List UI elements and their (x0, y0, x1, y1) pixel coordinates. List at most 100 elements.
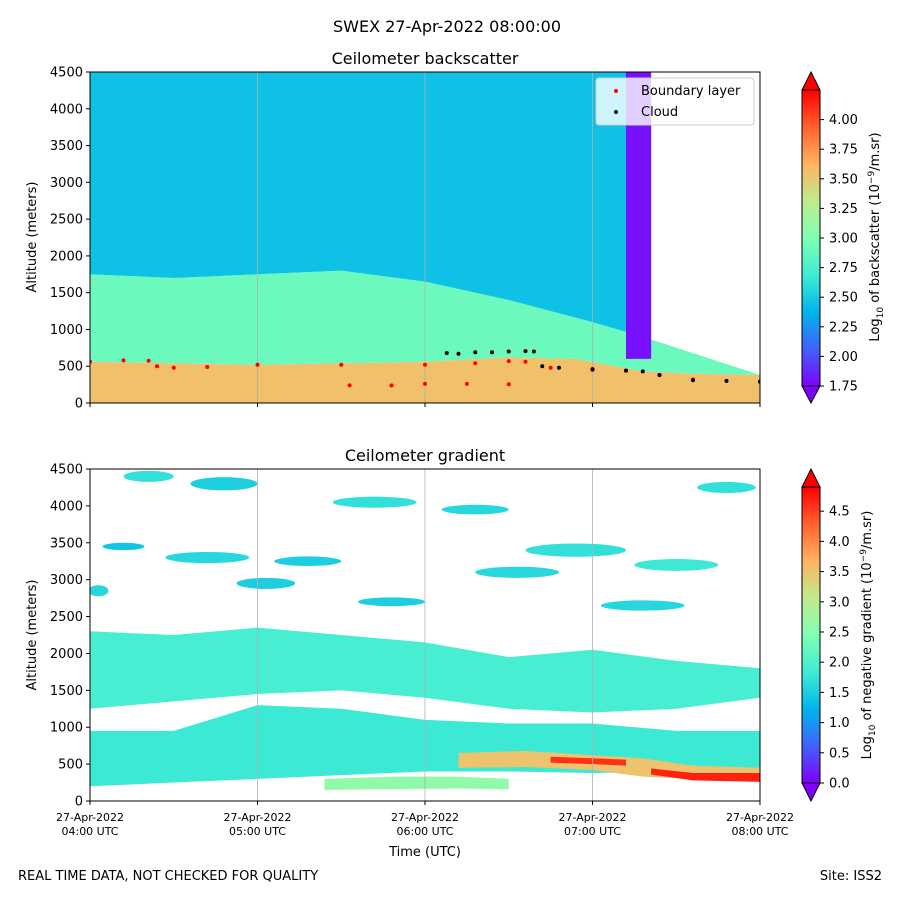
legend-marker-cloud (614, 110, 618, 114)
gradient-patch (358, 597, 425, 607)
gradient-patch (123, 470, 174, 482)
gradient-xlabel: Time (UTC) (388, 845, 461, 860)
legend-label-boundary-layer: Boundary layer (641, 84, 741, 99)
legend-label-cloud: Cloud (641, 105, 678, 120)
gradient-patch (102, 542, 145, 551)
colorbar-tick-label: 3.0 (829, 595, 850, 610)
cloud-point (557, 365, 561, 370)
y-tick-label: 2500 (50, 213, 83, 228)
gradient-patch (600, 600, 685, 611)
y-tick-label: 2500 (50, 610, 83, 625)
suptitle: SWEX 27-Apr-2022 08:00:00 (333, 17, 561, 36)
colorbar-ticks: 0.0 0.5 1.0 1.5 2.0 2.5 3.0 3.5 4.0 4.5 (820, 505, 850, 792)
y-tick-label: 0 (75, 795, 83, 810)
colorbar-extend-top (801, 70, 821, 91)
colorbar-label: Log10 of backscatter (10−9/m.sr) (867, 132, 886, 341)
gradient-colorbar: 0.0 0.5 1.0 1.5 2.0 2.5 3.0 3.5 4.0 4.5 Log10 of … (801, 467, 878, 803)
cloud-point (691, 378, 695, 383)
y-tick-label: 500 (58, 758, 83, 773)
colorbar-tick-label: 0.5 (829, 746, 850, 761)
y-tick-label: 1000 (50, 721, 83, 736)
legend-box (595, 77, 755, 126)
backscatter-layer (90, 72, 643, 337)
gradient-panel: Ceilometer gradient 0 500 1000 1500 2000 2500… (25, 446, 878, 860)
y-tick-label: 3000 (50, 573, 83, 588)
colorbar-tick-label: 4.0 (829, 535, 850, 550)
gradient-band (324, 776, 509, 790)
x-tick-label: 27-Apr-2022 (726, 811, 794, 824)
backscatter-colorbar: 1.75 2.00 2.25 2.50 2.75 3.00 3.25 3.50 3.75 4.00… (801, 70, 886, 405)
boundary-layer-point (473, 361, 478, 366)
y-tick-label: 3500 (50, 536, 83, 551)
boundary-layer-point (548, 365, 553, 370)
colorbar-body (801, 89, 821, 387)
y-tick-label: 500 (58, 360, 83, 375)
colorbar-tick-label: 4.5 (829, 505, 850, 520)
cloud-point (657, 373, 662, 378)
x-tick-label: 07:00 UTC (564, 825, 621, 838)
cloud-point (540, 364, 545, 369)
y-tick-label: 1500 (50, 286, 83, 301)
y-tick-label: 4000 (50, 102, 83, 117)
footer-disclaimer: REAL TIME DATA, NOT CHECKED FOR QUALITY (18, 869, 319, 884)
backscatter-title: Ceilometer backscatter (332, 49, 519, 68)
gradient-patch (634, 559, 719, 571)
colorbar-tick-label: 3.00 (829, 232, 858, 247)
gradient-patch (165, 552, 250, 564)
gradient-gridlines (257, 469, 593, 801)
colorbar-tick-label: 1.75 (829, 380, 858, 395)
x-tick-label: 27-Apr-2022 (56, 811, 124, 824)
y-tick-label: 2000 (50, 249, 83, 264)
boundary-layer-point (146, 358, 151, 363)
backscatter-layer (626, 72, 652, 359)
backscatter-y-axis: 0 500 1000 1500 2000 2500 3000 3500 4000 4500 (50, 66, 90, 412)
colorbar-tick-label: 1.0 (829, 716, 850, 731)
colorbar-tick-label: 3.25 (829, 202, 858, 217)
boundary-layer-point (464, 381, 469, 386)
boundary-layer-point (155, 364, 159, 369)
gradient-patch (236, 577, 296, 589)
boundary-layer-point (339, 362, 344, 367)
boundary-layer-point (506, 359, 511, 364)
y-tick-label: 1000 (50, 323, 83, 338)
y-tick-label: 4500 (50, 66, 83, 81)
backscatter-gridlines (257, 72, 593, 403)
colorbar-body (801, 486, 821, 784)
backscatter-legend[interactable]: Boundary layer Cloud (595, 77, 755, 126)
x-tick-label: 27-Apr-2022 (223, 811, 291, 824)
cloud-point (473, 350, 478, 355)
colorbar-tick-label: 2.75 (829, 261, 858, 276)
colorbar-tick-label: 2.25 (829, 320, 858, 335)
cloud-point (523, 349, 528, 354)
cloud-point (506, 349, 511, 354)
boundary-layer-point (347, 383, 352, 388)
colorbar-tick-label: 3.50 (829, 172, 858, 187)
cloud-point (724, 378, 729, 383)
gradient-ylabel: Altitude (meters) (25, 580, 40, 691)
colorbar-extend-bottom (801, 782, 821, 803)
gradient-field (90, 470, 760, 790)
backscatter-panel: Ceilometer backscatter 0 500 1000 1500 2000 2… (25, 49, 886, 412)
x-tick-label: 08:00 UTC (731, 825, 788, 838)
gradient-patch (441, 504, 509, 515)
gradient-patch (90, 585, 109, 597)
legend-marker-boundary-layer (614, 89, 618, 93)
backscatter-markers (90, 349, 760, 388)
colorbar-tick-label: 2.0 (829, 656, 850, 671)
gradient-band (550, 756, 626, 766)
gradient-y-axis: 0 500 1000 1500 2000 2500 3000 3500 4000 4500 (50, 463, 90, 810)
y-tick-label: 4500 (50, 463, 83, 478)
x-tick-label: 06:00 UTC (396, 825, 453, 838)
colorbar-extend-bottom (801, 385, 821, 405)
gradient-patch (697, 481, 756, 493)
colorbar-tick-label: 3.75 (829, 143, 858, 158)
cloud-point (624, 368, 628, 373)
x-tick-label: 04:00 UTC (61, 825, 118, 838)
y-tick-label: 0 (75, 397, 83, 412)
colorbar-tick-label: 2.50 (829, 291, 858, 306)
x-tick-label: 27-Apr-2022 (558, 811, 626, 824)
boundary-layer-point (389, 383, 394, 388)
gradient-patch (525, 543, 626, 557)
cloud-point (640, 369, 645, 374)
gradient-title: Ceilometer gradient (345, 446, 505, 465)
